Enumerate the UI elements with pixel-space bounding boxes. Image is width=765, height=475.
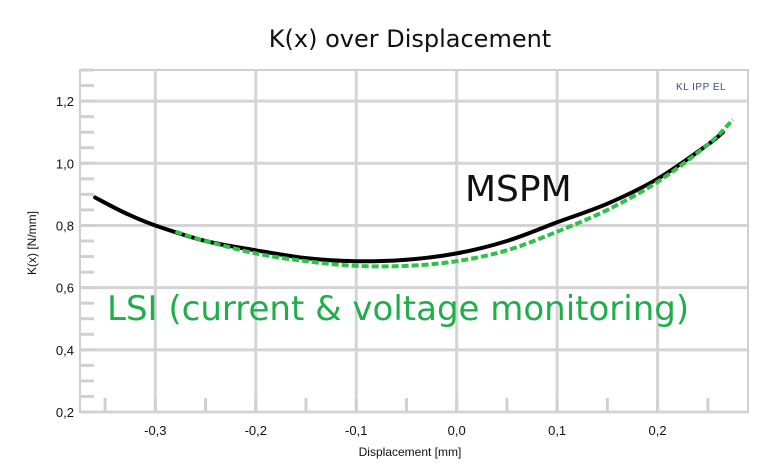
y-tick-label: 0,4 [56, 343, 74, 358]
y-tick-label: 1,0 [56, 156, 74, 171]
series-line-mspm [93, 130, 725, 264]
annotation-lsi: LSI (current & voltage monitoring) [107, 289, 689, 329]
series-line-lsi [174, 118, 735, 269]
chart-title: K(x) over Displacement [269, 25, 551, 53]
y-tick-label: 0,2 [56, 405, 74, 420]
plot-area [79, 69, 749, 413]
annotation-mspm: MSPM [465, 169, 572, 210]
plot-border [79, 69, 749, 413]
y-tick-label: 0,6 [56, 281, 74, 296]
x-tick-label: 0,2 [649, 423, 667, 438]
x-axis-label: Displacement [mm] [359, 445, 462, 459]
x-tick-labels: -0,3 -0,2 -0,1 0,0 0,1 0,2 [144, 423, 666, 438]
y-axis-label: K(x) [N/mm] [25, 211, 39, 275]
x-tick-label: -0,1 [345, 423, 367, 438]
x-tick-label: -0,3 [144, 423, 166, 438]
x-tick-label: 0,1 [548, 423, 566, 438]
x-tick-label: 0,0 [448, 423, 466, 438]
brand-label: KL IPP EL [676, 82, 726, 93]
y-tick-label: 0,8 [56, 218, 74, 233]
x-tick-label: -0,2 [245, 423, 267, 438]
grid [80, 70, 748, 414]
y-tick-label: 1,2 [56, 94, 74, 109]
y-tick-labels: 0,2 0,4 0,6 0,8 1,0 1,2 [56, 94, 74, 420]
series-group [93, 118, 735, 269]
minor-ticks [80, 68, 710, 414]
